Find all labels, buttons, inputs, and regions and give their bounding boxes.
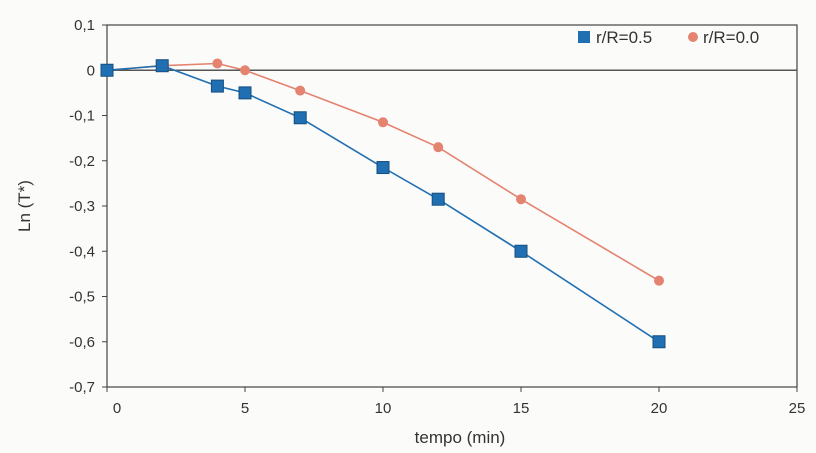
y-axis-title: Ln (T*) [15,180,34,232]
x-tick-label: 0 [113,400,121,417]
data-point-square [431,192,445,206]
data-point-square [155,59,169,73]
data-point-circle [240,65,250,76]
y-tick-label: -0,3 [69,198,95,215]
x-tick-label: 5 [241,400,249,417]
data-point-square [238,86,252,100]
data-point-square [514,244,528,258]
y-tick-label: 0,1 [74,17,95,34]
legend-label: r/R=0.5 [596,28,652,47]
data-point-circle [516,194,526,205]
data-point-square [652,335,666,349]
plot-area [106,24,798,388]
y-axis: 0,1 0 -0,1 -0,2 -0,3 -0,4 -0,5 -0,6 -0,7 [69,17,107,396]
legend: r/R=0.5 r/R=0.0 [578,28,759,47]
x-tick-label: 25 [789,400,806,417]
y-tick-label: 0 [87,62,95,79]
x-tick-label: 15 [513,400,530,417]
legend-label: r/R=0.0 [703,28,759,47]
legend-marker-circle [688,32,698,42]
data-point-circle [654,275,664,286]
data-point-square [376,161,390,175]
data-point-square [293,111,307,125]
data-point-circle [295,85,306,96]
data-point-square [100,63,114,77]
y-tick-label: -0,7 [69,379,95,396]
y-tick-label: -0,6 [69,334,95,351]
series-layer [100,58,666,349]
x-axis: 0 5 10 15 20 25 [106,387,806,417]
legend-marker-square [578,31,590,43]
data-point-circle [433,142,444,153]
y-tick-label: -0,1 [69,108,95,125]
data-point-circle [378,117,388,128]
data-point-square [210,79,224,93]
x-axis-title: tempo (min) [415,428,506,447]
y-tick-label: -0,5 [69,289,95,306]
data-point-circle [212,58,223,69]
x-tick-label: 20 [651,400,668,417]
y-tick-label: -0,2 [69,153,95,170]
y-tick-label: -0,4 [69,243,95,260]
x-tick-label: 10 [375,400,392,417]
